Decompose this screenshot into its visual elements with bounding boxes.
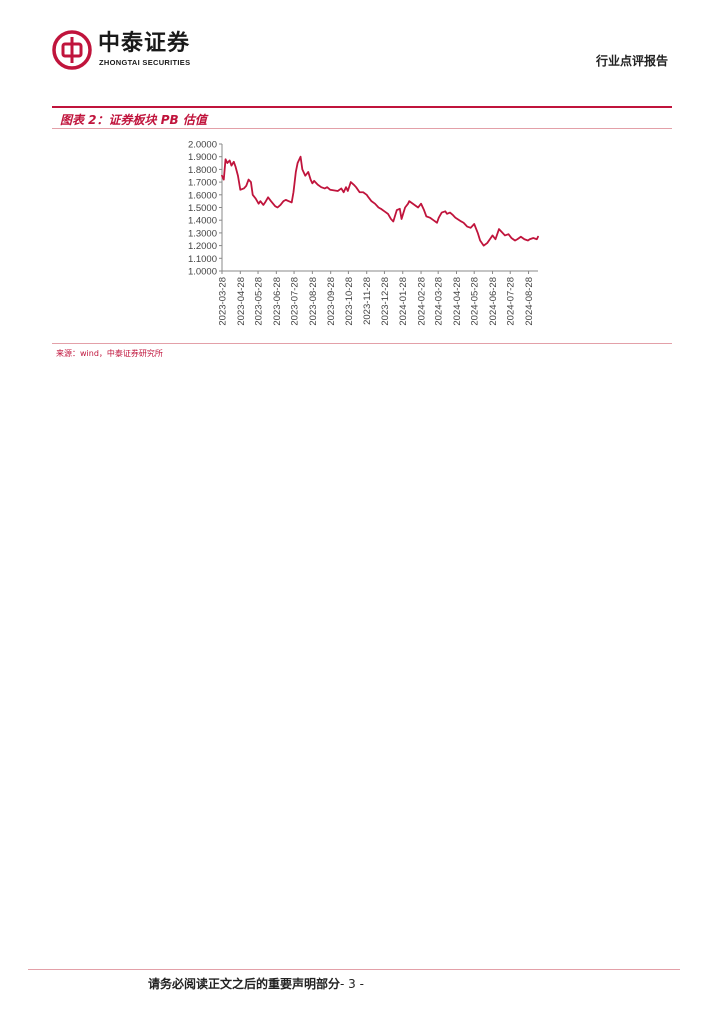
y-tick-label: 1.6000 xyxy=(188,190,217,201)
company-logo: 中泰证券 ZHONGTAI SECURITIES xyxy=(52,30,222,72)
x-tick-label: 2024-07-28 xyxy=(506,277,517,326)
x-tick-label: 2024-06-28 xyxy=(488,277,499,326)
y-tick-label: 1.4000 xyxy=(188,216,217,227)
figure-title: 图表 2：证券板块 PB 估值 xyxy=(60,113,207,127)
y-tick-label: 1.5000 xyxy=(188,203,217,214)
pb-series-line xyxy=(221,155,539,247)
x-tick-label: 2023-11-28 xyxy=(362,277,373,325)
x-tick-label: 2023-07-28 xyxy=(290,277,301,326)
x-tick-label: 2024-08-28 xyxy=(524,277,535,326)
footer-disclaimer: 请务必阅读正文之后的重要声明部分 xyxy=(148,977,341,991)
x-tick-label: 2023-12-28 xyxy=(380,277,391,326)
figure-title-rule xyxy=(52,128,672,129)
x-tick-label: 2024-02-28 xyxy=(417,277,428,326)
x-tick-label: 2024-03-28 xyxy=(434,277,445,326)
x-tick-label: 2024-04-28 xyxy=(452,277,463,326)
x-tick-label: 2023-06-28 xyxy=(272,277,283,326)
footer: 请务必阅读正文之后的重要声明部分- 3 - xyxy=(148,975,364,992)
zhongtai-logo-icon xyxy=(52,30,92,70)
x-tick-label: 2023-03-28 xyxy=(218,277,229,326)
y-tick-label: 1.0000 xyxy=(188,267,217,278)
y-tick-label: 1.1000 xyxy=(188,254,217,265)
y-tick-label: 1.3000 xyxy=(188,228,217,239)
page-number: - 3 - xyxy=(340,977,364,991)
y-tick-label: 2.0000 xyxy=(188,140,217,151)
x-tick-label: 2023-04-28 xyxy=(236,277,247,326)
y-tick-label: 1.2000 xyxy=(188,241,217,252)
logo-english-name: ZHONGTAI SECURITIES xyxy=(99,58,191,67)
x-tick-label: 2023-10-28 xyxy=(344,277,355,326)
y-tick-label: 1.9000 xyxy=(188,152,217,163)
footer-rule xyxy=(28,969,680,970)
report-type-label: 行业点评报告 xyxy=(595,54,668,68)
y-tick-label: 1.7000 xyxy=(188,178,217,189)
figure-source: 来源：wind，中泰证券研究所 xyxy=(56,349,163,358)
x-tick-label: 2023-05-28 xyxy=(254,277,265,326)
x-tick-label: 2023-08-28 xyxy=(308,277,319,326)
figure-bottom-rule xyxy=(52,343,672,344)
x-tick-label: 2024-01-28 xyxy=(398,277,409,326)
x-tick-label: 2024-05-28 xyxy=(470,277,481,326)
figure-top-rule xyxy=(52,106,672,108)
logo-chinese-name: 中泰证券 xyxy=(98,31,191,56)
y-tick-label: 1.8000 xyxy=(188,165,217,176)
x-tick-label: 2023-09-28 xyxy=(326,277,337,326)
